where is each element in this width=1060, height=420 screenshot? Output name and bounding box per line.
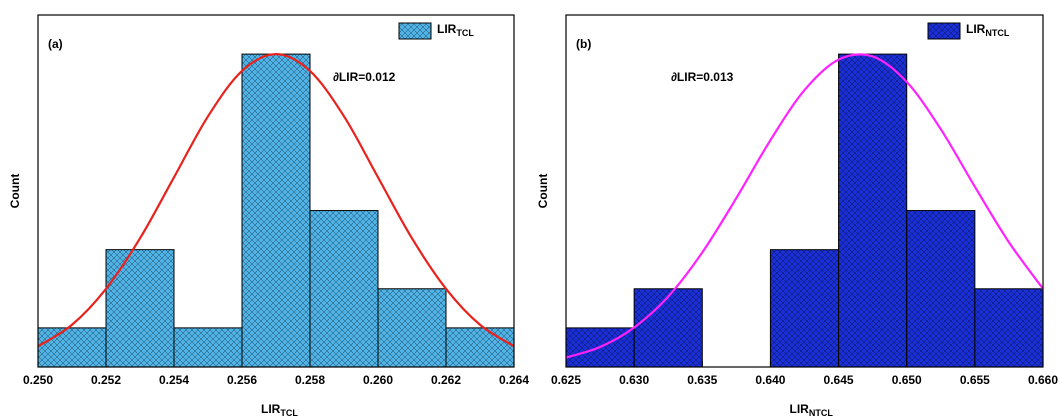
x-tick-label: 0.264 (499, 373, 529, 387)
x-tick-label: 0.256 (227, 373, 257, 387)
x-tick-label: 0.640 (755, 373, 785, 387)
panel-label: (b) (576, 37, 591, 51)
histogram-bar (173, 327, 243, 368)
histogram-bar (906, 210, 976, 368)
fit-curve (38, 53, 514, 348)
x-tick-label: 0.630 (619, 373, 649, 387)
annotation: ∂LIR=0.012 (333, 70, 396, 84)
x-tick-label: 0.650 (892, 373, 922, 387)
x-axis-title: LIRNTCL (790, 402, 834, 418)
x-tick-label: 0.645 (824, 373, 854, 387)
legend-label-sub: TCL (456, 28, 474, 38)
x-axis-title-sub: TCL (280, 408, 298, 418)
histogram-bar (633, 288, 703, 368)
x-axis-title-main: LIR (261, 402, 281, 416)
histogram-bar (377, 288, 447, 368)
fit-curve (566, 53, 1043, 359)
x-axis-title-sub: NTCL (809, 408, 833, 418)
legend-swatch (927, 22, 961, 40)
legend-label: LIRNTCL (966, 22, 1010, 38)
x-tick-label: 0.250 (23, 373, 53, 387)
histogram-bar (241, 53, 311, 368)
histogram-bar (37, 327, 107, 368)
x-tick-label: 0.625 (551, 373, 581, 387)
plot-frame (37, 14, 515, 368)
legend-label-main: LIR (966, 22, 986, 36)
y-axis-title: Count (8, 174, 22, 209)
annotation: ∂LIR=0.013 (671, 70, 734, 84)
histogram-bar (769, 249, 840, 368)
x-axis-title: LIRTCL (261, 402, 298, 418)
x-tick-label: 0.252 (91, 373, 121, 387)
legend-label-sub: NTCL (985, 28, 1009, 38)
x-tick-label: 0.260 (363, 373, 393, 387)
histogram-bar (445, 327, 515, 368)
x-axis-title-main: LIR (790, 402, 810, 416)
x-tick-label: 0.655 (960, 373, 990, 387)
panel-label: (a) (48, 37, 63, 51)
histogram-bar (974, 288, 1044, 368)
histogram-bar (838, 53, 908, 368)
legend-label-main: LIR (437, 22, 457, 36)
plot-frame (565, 14, 1044, 368)
x-tick-label: 0.635 (687, 373, 717, 387)
x-tick-label: 0.262 (431, 373, 461, 387)
y-axis-title: Count (536, 174, 550, 209)
histogram-bar (105, 249, 175, 368)
legend-label: LIRTCL (437, 22, 474, 38)
x-tick-label: 0.258 (295, 373, 325, 387)
legend-swatch (398, 22, 432, 40)
x-tick-label: 0.660 (1028, 373, 1058, 387)
histogram-bar (309, 210, 379, 368)
x-tick-label: 0.254 (159, 373, 189, 387)
